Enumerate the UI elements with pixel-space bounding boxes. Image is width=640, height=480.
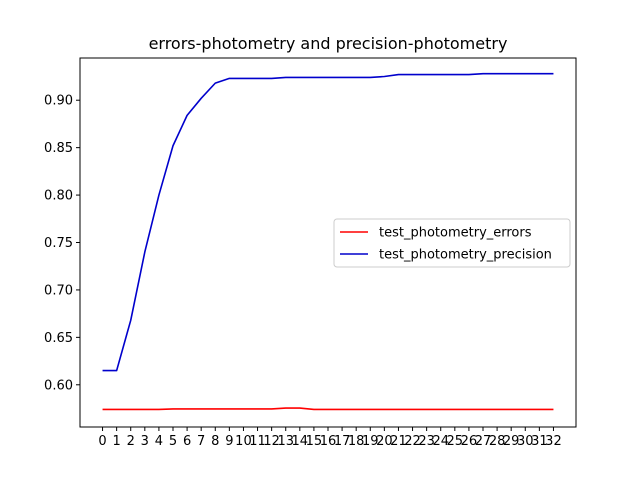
y-tick-label: 0.60 (44, 378, 73, 393)
x-tick-label: 13 (277, 434, 294, 449)
chart-title: errors-photometry and precision-photomet… (149, 34, 508, 53)
x-tick-label: 3 (141, 434, 149, 449)
x-tick-label: 12 (263, 434, 280, 449)
series-line-1 (102, 407, 554, 411)
x-tick-label: 26 (461, 434, 478, 449)
x-tick-label: 10 (235, 434, 252, 449)
plot-lines (102, 72, 554, 411)
series-line-2 (102, 72, 554, 372)
legend: test_photometry_errors test_photometry_pr… (333, 218, 571, 268)
x-tick-label: 18 (348, 434, 365, 449)
x-tick-label: 24 (432, 434, 449, 449)
x-tick-label: 9 (225, 434, 233, 449)
legend-label: test_photometry_precision (379, 248, 552, 263)
x-tick-label: 11 (249, 434, 266, 449)
x-tick-label: 0 (98, 434, 106, 449)
x-tick-label: 31 (531, 434, 548, 449)
legend-box (333, 218, 571, 268)
x-tick-label: 27 (475, 434, 492, 449)
x-tick-label: 25 (447, 434, 464, 449)
x-tick-label: 30 (517, 434, 534, 449)
x-tick-label: 29 (503, 434, 520, 449)
x-tick-label: 32 (545, 434, 562, 449)
x-tick-label: 1 (112, 434, 120, 449)
x-tick-label: 8 (211, 434, 219, 449)
legend-label: test_photometry_errors (379, 226, 532, 241)
x-tick-label: 2 (127, 434, 135, 449)
x-tick-label: 15 (306, 434, 323, 449)
x-tick-label: 16 (320, 434, 337, 449)
x-tick-label: 28 (489, 434, 506, 449)
y-tick-label: 0.85 (44, 141, 73, 156)
y-tick-label: 0.80 (44, 189, 73, 204)
x-tick-label: 7 (197, 434, 205, 449)
x-tick-label: 20 (376, 434, 393, 449)
y-axis: 0.60 0.65 0.70 0.75 0.80 0.85 0.90 (44, 94, 80, 393)
x-tick-label: 14 (292, 434, 309, 449)
y-tick-label: 0.70 (44, 283, 73, 298)
x-tick-label: 23 (418, 434, 435, 449)
x-tick-label: 4 (155, 434, 163, 449)
x-tick-label: 22 (404, 434, 421, 449)
y-tick-label: 0.65 (44, 331, 73, 346)
x-tick-label: 6 (183, 434, 191, 449)
x-tick-label: 19 (362, 434, 379, 449)
x-tick-label: 17 (334, 434, 351, 449)
y-tick-label: 0.90 (44, 94, 73, 109)
x-tick-label: 5 (169, 434, 177, 449)
y-tick-label: 0.75 (44, 236, 73, 251)
x-tick-label: 21 (390, 434, 407, 449)
x-axis: 0 1 2 3 4 5 6 7 8 9 101112131415161718192021222324… (98, 427, 562, 449)
